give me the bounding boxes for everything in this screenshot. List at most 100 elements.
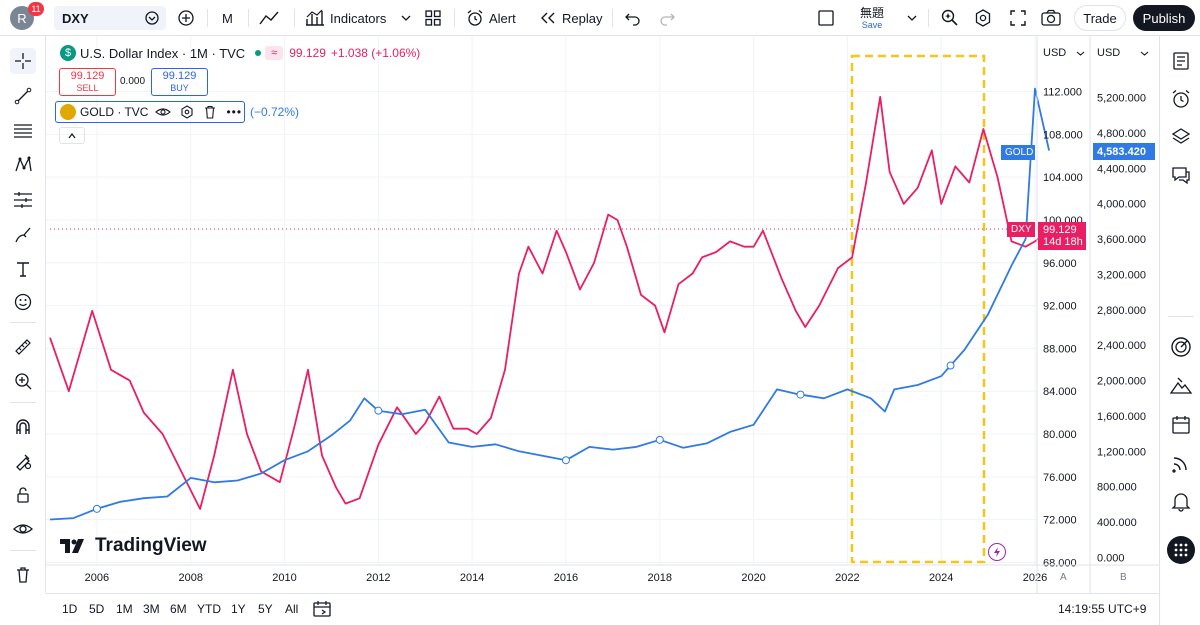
broadcast-icon[interactable] — [1168, 450, 1194, 476]
interval-button[interactable]: M — [222, 0, 233, 36]
calendar-icon[interactable] — [1168, 412, 1194, 438]
range-button-5d[interactable]: 5D — [89, 602, 105, 616]
magnet-icon[interactable] — [10, 414, 36, 440]
fullscreen-icon[interactable] — [1008, 0, 1028, 36]
layout-chevron-down-icon[interactable] — [906, 0, 918, 36]
goto-date-calendar-icon[interactable] — [312, 599, 332, 624]
range-button-ytd[interactable]: YTD — [197, 602, 221, 616]
time-tick-label: 2026 — [1023, 572, 1047, 584]
crosshair-icon[interactable] — [10, 48, 36, 74]
time-tick-label: 2008 — [178, 572, 202, 584]
add-symbol-icon[interactable] — [175, 0, 197, 36]
time-axis[interactable]: 2006 2008 2010 2012 2014 2016 2018 2020 2022 2024… — [85, 572, 1048, 584]
left-scale-mode[interactable]: A — [1060, 572, 1067, 583]
symbol-search-box[interactable]: DXY — [54, 6, 166, 30]
visibility-eye-icon[interactable] — [155, 105, 172, 119]
clock-timezone[interactable]: 14:19:55 UTC+9 — [1058, 602, 1147, 616]
time-tick-label: 2014 — [460, 572, 484, 584]
chart-type-icon[interactable] — [258, 0, 280, 36]
alert-button[interactable]: Alert — [466, 0, 516, 36]
range-button-3m[interactable]: 3M — [143, 602, 160, 616]
lock-icon[interactable] — [10, 482, 36, 508]
event-marker — [561, 456, 570, 465]
dxy-tick-label: 112.000 — [1043, 87, 1082, 99]
indicators-button[interactable]: Indicators — [305, 0, 412, 36]
spread-value: 0.000 — [120, 76, 146, 87]
replay-button[interactable]: Replay — [539, 0, 602, 36]
emoji-icon[interactable] — [10, 289, 36, 315]
buy-button[interactable]: 99.129 BUY — [151, 68, 208, 96]
series-title: U.S. Dollar Index · 1M · TVC — [80, 45, 246, 61]
dxy-price-axis[interactable]: 112.000108.000104.000100.00096.00092.000… — [1043, 87, 1083, 570]
time-tick-label: 2010 — [272, 572, 296, 584]
undo-icon[interactable] — [624, 0, 642, 36]
templates-grid-icon[interactable] — [424, 0, 442, 36]
gold-tick-label: 800.000 — [1097, 482, 1137, 494]
range-button-1y[interactable]: 1Y — [231, 602, 246, 616]
highlight-rectangle[interactable] — [850, 54, 986, 564]
gold-tick-label: 400.000 — [1097, 517, 1137, 529]
sell-button[interactable]: 99.129 SELL — [59, 68, 116, 96]
right-scale-mode[interactable]: B — [1120, 572, 1127, 583]
range-button-6m[interactable]: 6M — [170, 602, 187, 616]
trend-line-icon[interactable] — [10, 83, 36, 109]
gold-tick-label: 4,800.000 — [1097, 128, 1146, 140]
event-marker — [946, 361, 955, 370]
lock-pencil-icon[interactable] — [10, 448, 36, 474]
overlay-symbol: GOLD · TVC — [80, 105, 149, 119]
layout-square-icon[interactable] — [816, 0, 836, 36]
layout-name-button[interactable]: 無題 Save — [850, 0, 894, 36]
more-options-icon[interactable]: ••• — [226, 105, 243, 119]
alarm-clock-icon — [467, 10, 483, 26]
range-button-all[interactable]: All — [285, 602, 299, 616]
right-currency: USD — [1097, 47, 1121, 59]
pattern-tool-icon[interactable] — [10, 152, 36, 178]
chevron-down-icon — [1140, 51, 1149, 56]
layers-icon[interactable] — [1168, 124, 1194, 150]
quick-search-icon[interactable] — [940, 0, 960, 36]
toolbar-divider — [10, 322, 36, 323]
apps-grid-icon[interactable] — [1167, 536, 1195, 564]
dxy-tick-label: 80.000 — [1043, 429, 1077, 441]
forecast-tool-icon[interactable] — [10, 187, 36, 213]
toolbar-divider — [454, 9, 455, 27]
alerts-clock-icon[interactable] — [1168, 86, 1194, 112]
overlay-series-legend[interactable]: GOLD · TVC ••• — [55, 101, 245, 123]
collapse-legend-button[interactable] — [59, 127, 85, 144]
camera-icon[interactable] — [1040, 0, 1062, 36]
remove-trash-icon[interactable] — [203, 105, 217, 119]
redo-icon[interactable] — [658, 0, 676, 36]
text-tool-icon[interactable] — [10, 256, 36, 282]
avatar-letter: R — [17, 10, 27, 26]
settings-gear-icon[interactable] — [973, 0, 993, 36]
range-button-1m[interactable]: 1M — [116, 602, 133, 616]
tradingview-logo-icon — [60, 539, 84, 553]
gold-tick-label: 1,200.000 — [1097, 446, 1146, 458]
publish-button[interactable]: Publish — [1133, 5, 1195, 31]
main-series-legend[interactable]: $ U.S. Dollar Index · 1M · TVC ≈ 99.129 … — [60, 45, 420, 61]
overlay-settings-icon[interactable] — [180, 105, 194, 119]
brush-icon[interactable] — [10, 222, 36, 248]
replay-label: Replay — [562, 10, 603, 26]
watchlist-icon[interactable] — [1168, 48, 1194, 74]
eye-icon[interactable] — [10, 516, 36, 542]
chat-icon[interactable] — [1168, 162, 1194, 188]
fib-retracement-icon[interactable] — [10, 118, 36, 144]
right-currency-selector[interactable]: USD — [1097, 44, 1152, 62]
gold-price-axis[interactable]: 5,200.000 4,800.000 4,400.000 4,000.000 3,60… — [1097, 93, 1146, 565]
trade-button[interactable]: Trade — [1074, 5, 1126, 31]
zoom-in-icon[interactable] — [10, 368, 36, 394]
range-button-5y[interactable]: 5Y — [258, 602, 273, 616]
symbol-dropdown-icon[interactable] — [144, 10, 160, 26]
lightning-badge-icon[interactable] — [988, 543, 1006, 561]
time-tick-label: 2006 — [85, 572, 109, 584]
left-currency-selector[interactable]: USD — [1043, 44, 1088, 62]
notifications-bell-icon[interactable] — [1168, 488, 1194, 514]
trash-icon[interactable] — [10, 562, 36, 588]
target-icon[interactable] — [1168, 334, 1194, 360]
ruler-icon[interactable] — [10, 334, 36, 360]
range-button-1d[interactable]: 1D — [62, 602, 78, 616]
dollar-logo-icon: $ — [60, 45, 76, 61]
mountain-chart-icon[interactable] — [1168, 373, 1194, 399]
chevron-down-icon[interactable] — [400, 13, 412, 23]
